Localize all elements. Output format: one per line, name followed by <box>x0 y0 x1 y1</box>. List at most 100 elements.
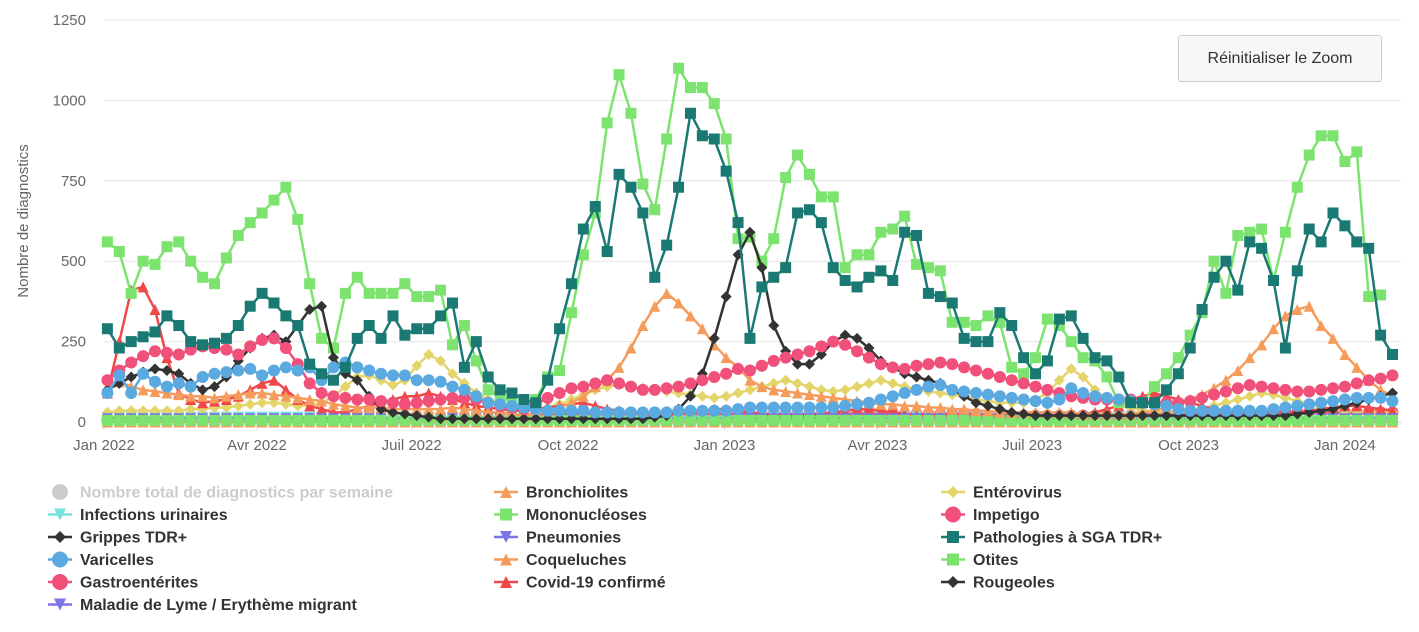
legend-label[interactable]: Mononucléoses <box>526 507 647 524</box>
reset-zoom-button[interactable]: Réinitialiser le Zoom <box>1178 35 1382 82</box>
point-impetigo <box>827 335 840 348</box>
point-covid-19-confirme <box>304 400 316 412</box>
point-pathologies-a-sga-tdr <box>220 332 232 344</box>
x-tick-label: Oct 2022 <box>538 437 599 454</box>
legend-item-maladie-de-lyme-erytheme-migrant[interactable]: Maladie de Lyme / Erythème migrant <box>48 597 358 614</box>
legend-label[interactable]: Entérovirus <box>973 485 1062 502</box>
point-mononucleoses <box>1291 414 1303 426</box>
legend-item-varicelles[interactable]: Varicelles <box>48 551 154 570</box>
point-pathologies-a-sga-tdr <box>1387 348 1399 360</box>
point-otites <box>1315 130 1327 142</box>
legend-symbol-triangle-down-icon <box>54 598 66 611</box>
point-pathologies-a-sga-tdr <box>399 329 411 341</box>
point-pathologies-a-sga-tdr <box>161 310 173 322</box>
legend-item-infections-urinaires[interactable]: Infections urinaires <box>48 507 228 524</box>
point-pathologies-a-sga-tdr <box>494 384 506 396</box>
legend-item-pathologies-a-sga-tdr[interactable]: Pathologies à SGA TDR+ <box>941 530 1162 547</box>
point-varicelles <box>1077 387 1090 400</box>
legend-item-enterovirus[interactable]: Entérovirus <box>941 485 1062 502</box>
point-grippes-tdr <box>446 413 458 425</box>
point-mononucleoses <box>1363 414 1375 426</box>
legend-item-mononucleoses[interactable]: Mononucléoses <box>494 507 647 524</box>
point-mononucleoses <box>208 414 220 426</box>
legend-item-bronchiolites[interactable]: Bronchiolites <box>494 485 628 502</box>
point-mononucleoses <box>768 414 780 426</box>
legend-label[interactable]: Pneumonies <box>526 530 621 547</box>
legend-label[interactable]: Nombre total de diagnostics par semaine <box>80 485 393 502</box>
legend-label[interactable]: Impetigo <box>973 507 1040 524</box>
point-pathologies-a-sga-tdr <box>113 342 125 354</box>
legend-item-impetigo[interactable]: Impetigo <box>941 506 1040 525</box>
point-impetigo <box>577 380 590 393</box>
point-enterovirus <box>875 374 887 386</box>
point-varicelles <box>137 367 150 380</box>
legend-item-coqueluches[interactable]: Coqueluches <box>494 552 627 569</box>
point-varicelles <box>851 398 864 411</box>
point-mononucleoses <box>197 414 209 426</box>
point-pathologies-a-sga-tdr <box>1279 342 1291 354</box>
legend-label[interactable]: Rougeoles <box>973 575 1055 592</box>
point-bronchiolites <box>423 403 435 415</box>
point-pathologies-a-sga-tdr <box>316 368 328 380</box>
point-otites <box>1030 352 1042 364</box>
point-bronchiolites <box>173 389 185 401</box>
point-grippes-tdr <box>684 390 696 402</box>
point-bronchiolites <box>661 287 673 299</box>
point-bronchiolites <box>1244 352 1256 364</box>
point-varicelles <box>1327 395 1340 408</box>
point-impetigo <box>958 361 971 374</box>
point-varicelles <box>541 404 554 417</box>
legend-label[interactable]: Varicelles <box>80 552 154 569</box>
point-varicelles <box>732 403 745 416</box>
point-pathologies-a-sga-tdr <box>304 358 316 370</box>
point-grippes-tdr <box>327 352 339 364</box>
point-varicelles <box>422 374 435 387</box>
point-mononucleoses <box>363 414 375 426</box>
point-otites <box>625 107 637 119</box>
point-bronchiolites <box>458 403 470 415</box>
point-varicelles <box>196 370 209 383</box>
point-pathologies-a-sga-tdr <box>1291 265 1303 277</box>
point-bronchiolites <box>970 405 982 417</box>
point-mononucleoses <box>720 414 732 426</box>
x-tick-label: Juil 2022 <box>382 437 442 454</box>
legend-item-grippes-tdr[interactable]: Grippes TDR+ <box>48 530 187 547</box>
legend-item-otites[interactable]: Otites <box>941 552 1018 569</box>
point-enterovirus <box>744 384 756 396</box>
legend-label[interactable]: Grippes TDR+ <box>80 530 187 547</box>
legend-label[interactable]: Infections urinaires <box>80 507 228 524</box>
point-varicelles <box>434 375 447 388</box>
point-impetigo <box>874 358 887 371</box>
legend-label[interactable]: Otites <box>973 552 1018 569</box>
point-otites <box>673 62 685 74</box>
legend-label[interactable]: Bronchiolites <box>526 485 628 502</box>
point-varicelles <box>803 401 816 414</box>
point-bronchiolites <box>1327 332 1339 344</box>
legend-label[interactable]: Covid-19 confirmé <box>526 575 666 592</box>
point-mononucleoses <box>304 414 316 426</box>
legend-item-nombre-total-de-diagnostics-par-semaine[interactable]: Nombre total de diagnostics par semaine <box>52 484 393 502</box>
point-bronchiolites <box>827 392 839 404</box>
legend-label[interactable]: Coqueluches <box>526 552 627 569</box>
point-grippes-tdr <box>1101 410 1113 422</box>
point-mononucleoses <box>173 414 185 426</box>
point-otites <box>839 262 851 274</box>
series-varicelles <box>101 356 1399 419</box>
point-bronchiolites <box>649 300 661 312</box>
series-line-otites[interactable] <box>106 66 1381 411</box>
point-mononucleoses <box>1303 414 1315 426</box>
point-impetigo <box>672 380 685 393</box>
point-pathologies-a-sga-tdr <box>101 323 113 335</box>
legend-item-covid-19-confirme[interactable]: Covid-19 confirmé <box>494 575 666 592</box>
point-bronchiolites <box>351 402 363 414</box>
legend-label[interactable]: Gastroentérites <box>80 575 198 592</box>
legend-label[interactable]: Pathologies à SGA TDR+ <box>973 530 1162 547</box>
legend-item-gastroenterites[interactable]: Gastroentérites <box>48 574 198 592</box>
legend-label[interactable]: Maladie de Lyme / Erythème migrant <box>80 597 358 614</box>
point-mononucleoses <box>815 414 827 426</box>
legend-item-pneumonies[interactable]: Pneumonies <box>494 530 621 547</box>
point-varicelles <box>494 398 507 411</box>
legend-item-rougeoles[interactable]: Rougeoles <box>941 575 1055 592</box>
point-impetigo <box>410 396 423 409</box>
point-enterovirus <box>446 368 458 380</box>
